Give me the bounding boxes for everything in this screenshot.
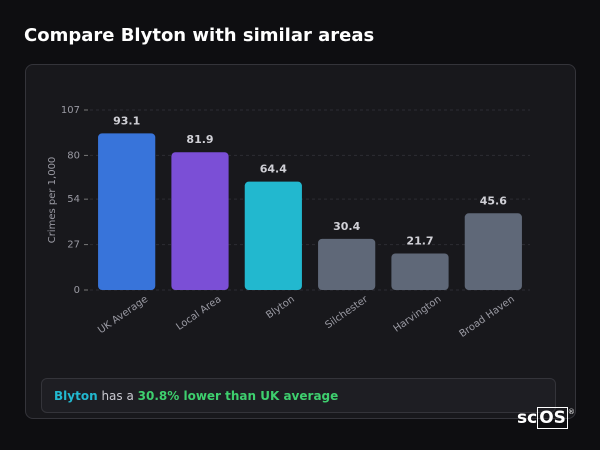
bar — [171, 152, 229, 290]
y-tick-label: 54 — [67, 194, 80, 205]
y-tick-label: 0 — [74, 285, 80, 296]
bar — [98, 133, 156, 290]
summary-highlight: 30.8% lower than UK average — [137, 389, 339, 403]
bar — [318, 238, 376, 290]
value-label: 21.7 — [406, 234, 433, 247]
logo-text: sc — [517, 408, 538, 428]
y-tick-label: 107 — [61, 105, 80, 116]
logo-boxed: OS — [537, 407, 568, 429]
page-title: Compare Blyton with similar areas — [24, 25, 375, 46]
summary-box: Blyton has a 30.8% lower than UK average — [41, 378, 556, 413]
x-tick-label: Blyton — [264, 294, 296, 321]
value-label: 45.6 — [480, 194, 507, 207]
x-tick-label: Broad Haven — [458, 294, 517, 340]
summary-text: has a — [101, 389, 134, 403]
value-label: 64.4 — [260, 163, 287, 176]
x-tick-label: UK Average — [96, 294, 150, 336]
summary-area: Blyton — [54, 389, 98, 403]
logo: sc OS ® — [517, 407, 575, 429]
y-axis-label: Crimes per 1,000 — [47, 157, 58, 244]
y-tick-label: 27 — [67, 240, 80, 251]
bar — [464, 213, 522, 290]
logo-mark: ® — [567, 408, 575, 416]
y-tick-label: 80 — [67, 150, 80, 161]
bar — [391, 253, 449, 290]
x-tick-label: Silchester — [323, 293, 370, 331]
value-label: 30.4 — [333, 220, 360, 233]
x-tick-label: Harvington — [392, 294, 444, 335]
bar — [244, 181, 302, 290]
value-label: 81.9 — [186, 133, 213, 146]
x-tick-label: Local Area — [174, 294, 223, 333]
value-label: 93.1 — [113, 114, 140, 127]
